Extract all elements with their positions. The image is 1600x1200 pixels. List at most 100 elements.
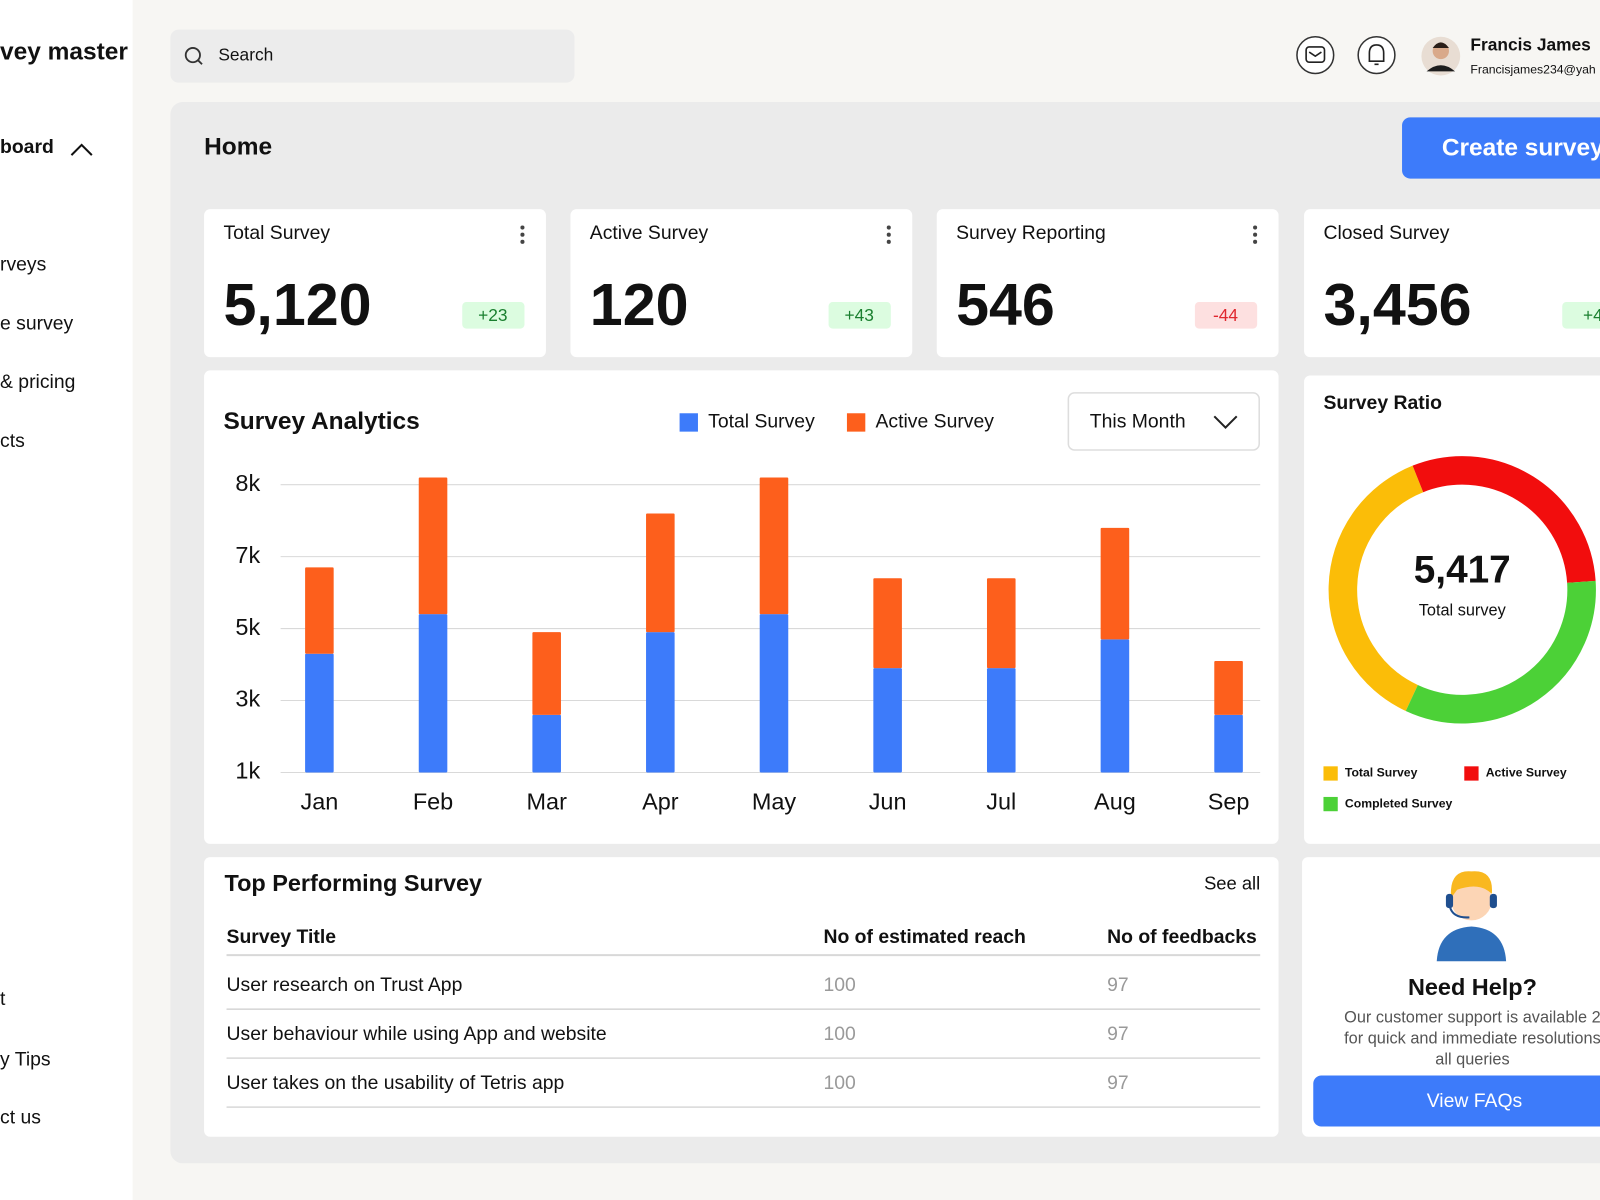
avatar-shirt	[1426, 65, 1456, 72]
more-menu[interactable]	[520, 239, 525, 244]
view-faqs-button[interactable]	[1313, 1075, 1600, 1127]
mail-button[interactable]	[1296, 35, 1335, 75]
brand: vey master	[0, 39, 128, 66]
more-menu[interactable]	[1253, 232, 1258, 237]
stat-value: 120	[590, 271, 689, 338]
x-tick-label: Jun	[869, 788, 907, 814]
legend-label: Completed Survey	[1345, 796, 1453, 810]
chevron-down	[1213, 415, 1238, 429]
nav-item[interactable]: y Tips	[0, 1048, 51, 1070]
more-menu[interactable]	[886, 225, 891, 230]
support-illustration	[1451, 879, 1492, 921]
more-menu[interactable]	[1253, 225, 1258, 230]
table-cell: 97	[1107, 1023, 1129, 1045]
bar	[986, 578, 1016, 669]
notification-button[interactable]	[1357, 35, 1396, 75]
table-cell: User takes on the usability of Tetris ap…	[227, 1072, 565, 1094]
support-illustration	[1450, 871, 1493, 898]
bar	[418, 477, 448, 615]
legend-label: Active Survey	[1486, 766, 1567, 780]
legend-label: Active Survey	[876, 411, 995, 433]
more-menu[interactable]	[886, 239, 891, 244]
bar	[1100, 527, 1130, 640]
stat-value: 3,456	[1323, 271, 1471, 338]
more-menu[interactable]	[520, 225, 525, 230]
table-cell: User research on Trust App	[227, 974, 463, 996]
nav-item[interactable]: & pricing	[0, 371, 75, 393]
x-tick-label: Mar	[526, 788, 567, 814]
bar	[646, 513, 675, 633]
search-box[interactable]	[170, 29, 575, 83]
table-cell: 100	[823, 1072, 856, 1094]
help-card	[1302, 857, 1600, 1137]
nav-item[interactable]: cts	[0, 430, 25, 452]
bar	[305, 567, 334, 654]
create-survey-button[interactable]	[1402, 117, 1600, 179]
nav-item[interactable]: t	[0, 988, 6, 1010]
x-tick-label: Apr	[642, 788, 679, 814]
more-menu[interactable]	[886, 232, 891, 237]
stat-value: 546	[956, 271, 1055, 338]
month-dropdown[interactable]	[1067, 392, 1260, 451]
mail-icon	[1308, 51, 1322, 58]
legend-swatch	[1323, 796, 1338, 812]
bar	[1100, 639, 1130, 773]
sidebar	[0, 0, 133, 1200]
bell-icon	[1368, 44, 1385, 66]
x-tick-label: Sep	[1208, 788, 1250, 814]
bar	[305, 653, 334, 773]
support-illustration	[1489, 893, 1497, 909]
y-tick-label: 7k	[235, 542, 260, 568]
table-cell: 100	[823, 1023, 856, 1045]
nav-item[interactable]: ct us	[0, 1106, 41, 1128]
help-text: all queries	[1435, 1051, 1509, 1069]
stat-title: Active Survey	[590, 222, 709, 244]
bar	[759, 477, 789, 615]
stat-badge	[1562, 302, 1600, 329]
table-header: No of feedbacks	[1107, 926, 1257, 948]
chart-title: Survey Ratio	[1323, 392, 1442, 414]
table-cell: 97	[1107, 974, 1129, 996]
bar	[759, 614, 789, 773]
table-cell: 100	[823, 974, 856, 996]
chart-title: Survey Analytics	[223, 408, 419, 435]
stat-title: Total Survey	[223, 222, 330, 244]
table-header: No of estimated reach	[823, 926, 1025, 948]
donut-segment	[1405, 580, 1596, 724]
nav-item[interactable]: rveys	[0, 253, 46, 275]
x-tick-label: May	[752, 788, 797, 814]
bar	[1214, 714, 1243, 773]
support-illustration	[1449, 906, 1470, 919]
x-tick-label: Feb	[413, 788, 453, 814]
user-email: Francisjames234@yah	[1470, 63, 1595, 77]
bar	[532, 632, 561, 715]
stat-change: +23	[478, 305, 507, 325]
see-all-link[interactable]: See all	[1204, 873, 1260, 894]
stat-card	[204, 209, 546, 358]
more-menu[interactable]	[1253, 239, 1258, 244]
x-tick-label: Aug	[1094, 788, 1136, 814]
legend-swatch	[1323, 766, 1338, 781]
table-title: Top Performing Survey	[224, 870, 482, 896]
nav-item[interactable]: e survey	[0, 313, 74, 335]
donut-segment	[1328, 465, 1424, 711]
more-menu[interactable]	[520, 232, 525, 237]
nav-item[interactable]: board	[0, 136, 54, 158]
stat-change: -44	[1213, 305, 1238, 325]
bar	[646, 632, 675, 773]
stat-value: 5,120	[223, 271, 371, 338]
y-tick-label: 1k	[235, 758, 260, 784]
support-illustration	[1436, 926, 1507, 962]
stat-card	[570, 209, 913, 358]
search-icon	[197, 59, 203, 65]
bar	[532, 714, 561, 773]
bar	[1214, 660, 1243, 715]
bar	[418, 614, 448, 773]
legend-label: Total Survey	[708, 411, 815, 433]
dropdown-label: This Month	[1090, 411, 1186, 433]
stat-card	[1304, 209, 1600, 358]
chevron-up[interactable]	[70, 143, 93, 156]
y-tick-label: 5k	[235, 614, 260, 640]
help-text: Our customer support is available 2	[1344, 1009, 1600, 1027]
